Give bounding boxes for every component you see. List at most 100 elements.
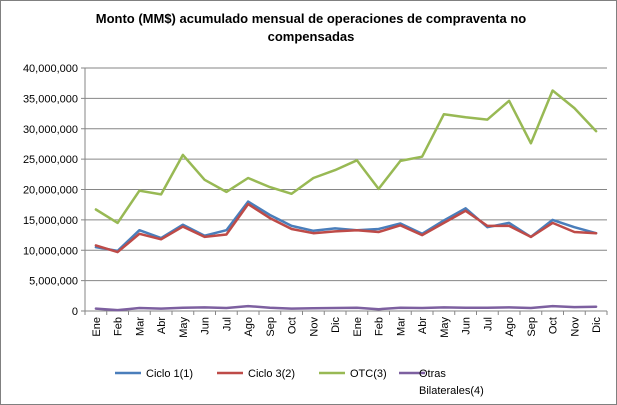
x-tick-label: Sep xyxy=(265,317,277,337)
data-point xyxy=(312,230,315,232)
data-point xyxy=(573,306,576,308)
data-point xyxy=(225,233,228,236)
data-point xyxy=(290,228,293,230)
data-point xyxy=(312,232,315,235)
data-point xyxy=(116,309,119,311)
data-point xyxy=(443,219,445,222)
data-point xyxy=(269,306,271,309)
x-tick-label: May xyxy=(178,317,190,338)
x-tick-label: Nov xyxy=(308,317,320,337)
data-point xyxy=(334,227,336,230)
x-tick-label: Ago xyxy=(504,317,516,337)
data-point xyxy=(508,222,510,224)
data-point xyxy=(486,225,489,227)
y-tick-label: 40,000,000 xyxy=(23,63,78,75)
data-point xyxy=(551,219,554,221)
data-point xyxy=(269,186,271,188)
y-axis-ticks: 0 5,000,000 10,000,000 15,000,000 20,000,000… xyxy=(23,63,85,318)
x-tick-label: Jul xyxy=(221,317,233,331)
legend: Ciclo 1(1) Ciclo 3(2) OTC(3) Otras Bilateral… xyxy=(115,368,484,397)
data-point xyxy=(269,214,271,216)
x-tick-label: Jul xyxy=(482,317,494,331)
data-point xyxy=(116,222,119,224)
data-point xyxy=(399,224,402,227)
series-line-3 xyxy=(94,89,598,225)
data-point xyxy=(464,209,467,212)
data-point xyxy=(421,307,423,309)
data-point xyxy=(182,225,184,228)
data-point xyxy=(377,228,380,230)
x-tick-label: Jun xyxy=(461,317,473,335)
data-point xyxy=(225,191,228,193)
series-line-1 xyxy=(94,200,598,253)
legend-label: Ciclo 1(1) xyxy=(146,368,193,380)
data-point xyxy=(421,234,423,236)
y-tick-label: 10,000,000 xyxy=(23,245,78,257)
data-point xyxy=(334,169,336,171)
data-point xyxy=(399,160,402,162)
data-point xyxy=(595,130,597,132)
data-point xyxy=(247,305,249,307)
chart-title: Monto (MM$) acumulado mensual de operaci… xyxy=(95,11,527,44)
data-point xyxy=(290,307,293,310)
x-tick-label: Abr xyxy=(417,317,429,334)
data-point xyxy=(399,222,402,225)
data-point xyxy=(290,225,293,227)
data-point xyxy=(551,305,554,307)
data-point xyxy=(508,100,510,102)
data-point xyxy=(182,154,184,156)
data-point xyxy=(551,222,554,224)
data-point xyxy=(203,236,206,238)
data-point xyxy=(356,159,358,162)
x-tick-label: Feb xyxy=(113,317,125,336)
legend-label: Ciclo 3(2) xyxy=(248,368,295,380)
data-point xyxy=(530,307,532,309)
x-tick-label: Abr xyxy=(156,317,168,334)
y-tick-label: 30,000,000 xyxy=(23,124,78,136)
data-point xyxy=(138,189,141,192)
data-point xyxy=(138,233,141,235)
x-axis-ticks: Ene Feb Mar Abr May Jun Jul Ago Sep Oct Nov Dic Ene F… xyxy=(84,311,608,338)
data-point xyxy=(95,244,97,247)
data-point xyxy=(247,203,249,205)
data-point xyxy=(160,193,162,196)
x-tick-label: Oct xyxy=(287,317,299,334)
x-tick-label: Mar xyxy=(134,317,146,336)
data-point xyxy=(334,307,336,309)
data-point xyxy=(225,229,228,232)
data-point xyxy=(312,177,315,179)
x-tick-label: Ene xyxy=(91,317,103,337)
data-point xyxy=(116,251,119,253)
data-point xyxy=(508,225,510,227)
data-point xyxy=(464,207,467,210)
data-point xyxy=(377,188,380,190)
data-point xyxy=(377,231,380,233)
data-point xyxy=(573,107,576,109)
x-tick-label: Jun xyxy=(200,317,212,335)
series-lines xyxy=(94,89,598,312)
data-point xyxy=(399,306,402,309)
data-point xyxy=(138,307,141,309)
data-point xyxy=(247,177,249,179)
x-tick-label: Mar xyxy=(395,317,407,336)
data-point xyxy=(160,238,162,241)
data-point xyxy=(160,307,162,310)
data-point xyxy=(443,222,445,224)
data-point xyxy=(225,307,228,309)
x-tick-label: Feb xyxy=(374,317,386,336)
data-point xyxy=(421,155,423,158)
series-line-2 xyxy=(94,202,598,254)
data-point xyxy=(508,306,510,309)
legend-label: OTC(3) xyxy=(350,368,387,380)
data-point xyxy=(486,118,489,121)
data-point xyxy=(356,229,358,232)
data-point xyxy=(551,89,554,92)
gridlines xyxy=(85,67,607,282)
data-point xyxy=(595,305,597,308)
data-point xyxy=(312,307,315,310)
x-tick-label: Ago xyxy=(243,317,255,337)
data-point xyxy=(138,229,141,232)
y-tick-label: 25,000,000 xyxy=(23,154,78,166)
data-point xyxy=(247,200,249,203)
